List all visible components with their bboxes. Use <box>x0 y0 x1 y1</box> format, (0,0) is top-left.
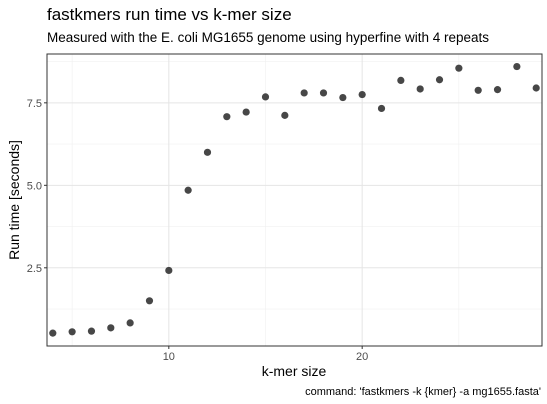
chart-title: fastkmers run time vs k-mer size <box>47 5 292 24</box>
y-tick-label: 2.5 <box>27 263 42 275</box>
data-point <box>107 324 115 332</box>
data-point <box>339 93 347 102</box>
x-tick-label: 10 <box>163 351 175 363</box>
x-tick-label: 20 <box>356 351 368 363</box>
data-point <box>397 76 405 84</box>
y-axis-title: Run time [seconds] <box>6 140 22 260</box>
x-axis-title: k-mer size <box>262 363 327 379</box>
plot-border <box>46 53 543 347</box>
data-point <box>242 108 250 116</box>
data-point <box>68 328 76 336</box>
data-point <box>319 89 328 97</box>
data-point <box>261 93 270 101</box>
data-points <box>49 62 540 337</box>
x-axis: 102030 <box>163 346 368 363</box>
data-point <box>223 113 231 121</box>
data-point <box>358 90 366 99</box>
chart-subtitle: Measured with the E. coli MG1655 genome … <box>47 30 489 45</box>
plot-background <box>47 54 542 346</box>
data-point <box>281 111 289 119</box>
plot-panel <box>46 53 543 347</box>
data-point <box>87 327 96 335</box>
data-point <box>49 329 57 337</box>
data-point <box>126 319 134 327</box>
data-point <box>513 62 521 71</box>
data-point <box>435 76 444 84</box>
data-point <box>493 86 502 94</box>
y-tick-label: 7.5 <box>27 98 42 110</box>
data-point <box>474 86 482 94</box>
y-tick-label: 5.0 <box>27 180 42 192</box>
data-point <box>165 266 173 275</box>
chart-caption: command: 'fastkmers -k {kmer} -a mg1655.… <box>305 386 541 398</box>
y-axis: 2.5 5.0 7.5 <box>27 98 47 275</box>
data-point <box>145 297 154 305</box>
major-gridlines <box>47 54 542 346</box>
data-point <box>455 64 463 72</box>
data-point <box>203 148 212 156</box>
data-point <box>300 89 308 97</box>
data-point <box>184 186 192 194</box>
data-point <box>377 104 386 113</box>
data-point <box>532 84 540 92</box>
data-point <box>416 85 424 93</box>
